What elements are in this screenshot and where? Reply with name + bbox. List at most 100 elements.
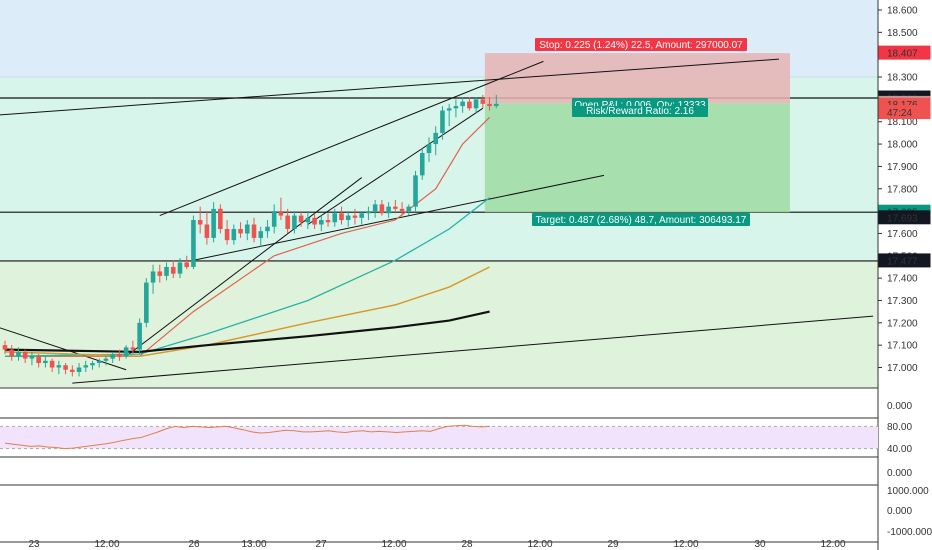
candle[interactable]: [9, 345, 15, 361]
candle[interactable]: [332, 208, 338, 227]
candle[interactable]: [244, 220, 250, 241]
candle-body: [103, 358, 109, 361]
time-axis[interactable]: 23 12:00 26 13:00 27 12:00 28 12:00 29 12:00 30 12:…: [28, 539, 846, 550]
stop-zone[interactable]: [484, 53, 790, 104]
candle[interactable]: [366, 206, 371, 221]
candle[interactable]: [305, 211, 311, 229]
candle[interactable]: [117, 349, 122, 361]
candle[interactable]: [372, 199, 378, 218]
candle[interactable]: [359, 211, 364, 225]
price-tick-label: 17.000: [887, 363, 918, 374]
candle[interactable]: [467, 97, 472, 111]
trend-line[interactable]: [0, 58, 779, 116]
candle[interactable]: [150, 264, 156, 294]
candle[interactable]: [480, 94, 486, 109]
candle[interactable]: [170, 260, 176, 279]
candle[interactable]: [123, 345, 129, 359]
candle-body: [56, 365, 62, 368]
candle[interactable]: [2, 340, 8, 355]
candle[interactable]: [419, 148, 425, 180]
candle[interactable]: [177, 258, 183, 279]
candle[interactable]: [433, 126, 439, 156]
candle[interactable]: [218, 204, 223, 234]
candle[interactable]: [258, 226, 264, 247]
candle[interactable]: [130, 340, 136, 355]
trend-line[interactable]: [159, 60, 544, 217]
candle[interactable]: [399, 202, 405, 216]
candle-body: [177, 262, 183, 274]
trend-line[interactable]: [72, 315, 874, 384]
candle[interactable]: [211, 202, 216, 243]
candle[interactable]: [16, 347, 21, 361]
candle[interactable]: [43, 356, 48, 368]
candle[interactable]: [265, 220, 270, 238]
candle[interactable]: [204, 211, 210, 245]
candle-body: [426, 144, 432, 153]
candle[interactable]: [406, 204, 412, 216]
candle-body: [96, 360, 102, 364]
target-zone[interactable]: [484, 103, 790, 213]
candle[interactable]: [473, 97, 479, 113]
target-label[interactable]: Target: 0.487 (2.68%) 48.7, Amount: 3064…: [532, 213, 750, 226]
stop-label[interactable]: Stop: 0.225 (1.24%) 22.5, Amount: 297000…: [535, 38, 747, 51]
candle-body: [480, 99, 486, 104]
candle[interactable]: [440, 106, 445, 140]
pnl-label-line2[interactable]: Risk/Reward Ratio: 2.16: [572, 106, 708, 117]
candle[interactable]: [298, 211, 304, 227]
candle[interactable]: [191, 215, 196, 270]
candle[interactable]: [184, 255, 190, 270]
candle[interactable]: [271, 204, 277, 234]
candle[interactable]: [56, 360, 62, 375]
candle[interactable]: [197, 206, 203, 234]
candle[interactable]: [352, 208, 358, 225]
candle[interactable]: [453, 99, 459, 118]
candle[interactable]: [319, 215, 324, 232]
candle[interactable]: [251, 217, 257, 243]
candle[interactable]: [460, 97, 465, 113]
candle[interactable]: [345, 211, 351, 227]
candle[interactable]: [137, 318, 142, 355]
candle[interactable]: [36, 354, 41, 368]
candle[interactable]: [386, 202, 391, 218]
trend-line[interactable]: [307, 107, 484, 225]
candle[interactable]: [231, 224, 237, 245]
candle[interactable]: [413, 170, 418, 212]
candle[interactable]: [49, 358, 55, 372]
trend-line[interactable]: [125, 177, 362, 357]
candle[interactable]: [393, 199, 398, 214]
candle[interactable]: [379, 199, 385, 216]
price-axis[interactable]: 18.60018.50018.40018.30018.20018.10018.0…: [877, 0, 932, 550]
candle[interactable]: [164, 262, 169, 281]
candle[interactable]: [157, 264, 163, 283]
candle[interactable]: [83, 360, 89, 372]
candle[interactable]: [487, 97, 492, 111]
candle[interactable]: [426, 137, 432, 162]
candle[interactable]: [96, 358, 102, 368]
candle[interactable]: [285, 208, 290, 234]
candle[interactable]: [103, 356, 109, 366]
candle[interactable]: [446, 103, 452, 127]
candle[interactable]: [76, 363, 82, 377]
candle[interactable]: [90, 360, 95, 370]
candle[interactable]: [110, 351, 115, 364]
price-tick-label: 18.600: [887, 6, 918, 17]
candle[interactable]: [238, 222, 243, 238]
candle[interactable]: [22, 349, 28, 364]
candle[interactable]: [29, 351, 35, 366]
candle[interactable]: [278, 197, 284, 221]
price-tag-text: 17.477: [887, 256, 918, 267]
trend-line[interactable]: [0, 327, 127, 371]
candle[interactable]: [224, 220, 230, 245]
candle[interactable]: [144, 278, 149, 328]
candle[interactable]: [312, 213, 317, 229]
candle[interactable]: [63, 363, 68, 375]
candle[interactable]: [339, 206, 344, 225]
candle[interactable]: [70, 365, 75, 377]
candle[interactable]: [493, 94, 499, 109]
candle-body: [137, 322, 142, 350]
main-pane: Stop: 0.225 (1.24%) 22.5, Amount: 297000…: [0, 0, 878, 388]
candle[interactable]: [292, 211, 297, 234]
candle[interactable]: [325, 213, 331, 227]
price-tick-label: 18.000: [887, 140, 918, 151]
